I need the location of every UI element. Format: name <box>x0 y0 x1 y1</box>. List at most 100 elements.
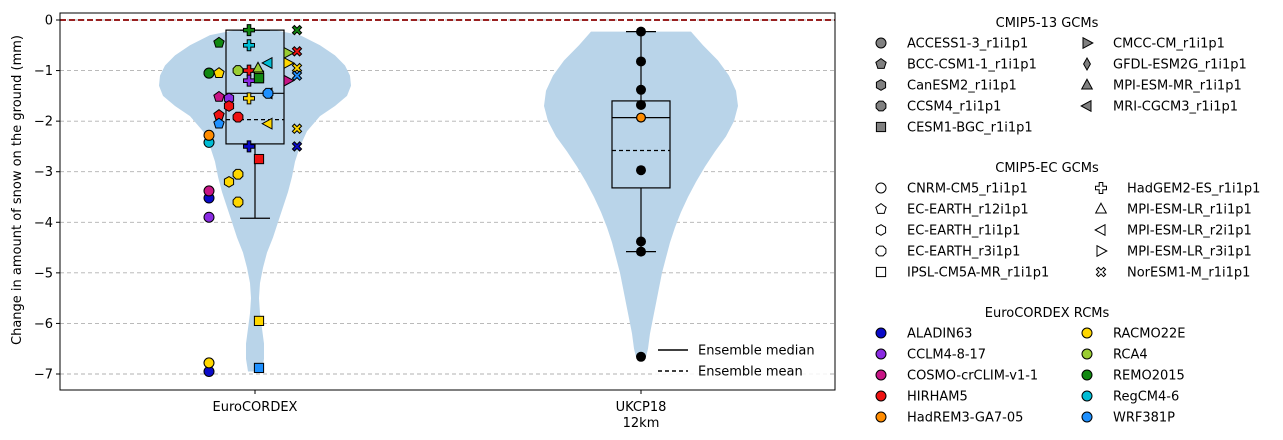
legend-gcm13-marker <box>875 37 887 49</box>
eurocordex-point <box>243 92 255 105</box>
eurocordex-point-shape <box>243 74 255 87</box>
legend-gcmec: CMIP5-EC GCMs CNRM-CM5_r1i1p1 EC-EARTH_r12… <box>875 161 1260 281</box>
legend-rcm-marker <box>1081 348 1093 360</box>
eurocordex-point-shape <box>232 65 244 76</box>
eurocordex-point-shape <box>203 211 215 223</box>
axes-frame <box>59 12 836 391</box>
legend-gcm13-title: CMIP5-13 GCMs <box>996 16 1099 31</box>
eurocordex-point-shape <box>291 70 303 81</box>
legend-gcmec-marker-shape <box>1095 266 1107 278</box>
legend-gcm13-marker-shape <box>875 57 887 69</box>
eurocordex-point-shape <box>232 196 244 208</box>
legend-gcm13-label: GFDL-ESM2G_r1i1p1 <box>1113 58 1247 73</box>
legend-rcm-label: RCA4 <box>1113 348 1148 363</box>
legend-gcm13-label: CMCC-CM_r1i1p1 <box>1113 37 1225 52</box>
eurocordex-point-shape <box>203 67 215 79</box>
legend-gcmec-marker-shape <box>1096 244 1108 258</box>
ukcp18-point <box>636 351 646 362</box>
legend-gcmec-marker <box>875 182 887 194</box>
eurocordex-point <box>253 73 265 84</box>
ensemble-legend-box <box>652 337 830 382</box>
ukcp18-highlight-point <box>636 112 646 123</box>
eurocordex-point-shape <box>223 175 235 188</box>
eurocordex-point <box>243 24 255 37</box>
legend-gcm13-marker <box>875 100 887 112</box>
y-tick-label: −2 <box>34 115 53 130</box>
legend-gcmec-label: HadGEM2-ES_r1i1p1 <box>1127 182 1260 197</box>
y-tick-label: −6 <box>34 317 53 332</box>
legend-gcmec-label: EC-EARTH_r1i1p1 <box>907 224 1020 239</box>
legend-rcm-marker-shape <box>1081 327 1093 339</box>
y-tick-label: −7 <box>34 368 53 383</box>
eurocordex-point <box>243 39 255 52</box>
legend-rcm-marker-shape <box>1081 390 1093 402</box>
legend-rcm-marker-shape <box>875 348 887 360</box>
legend-gcmec-label: EC-EARTH_r12i1p1 <box>907 203 1029 218</box>
ukcp18-point <box>636 236 646 247</box>
legend-rcm-marker <box>875 369 887 381</box>
eurocordex-point <box>251 61 265 73</box>
y-tick-label: −1 <box>34 64 53 79</box>
eurocordex-point <box>291 123 303 135</box>
legend-gcm13: CMIP5-13 GCMs ACCESS1-3_r1i1p1 BCC-CSM1-1_… <box>875 16 1247 136</box>
eurocordex-point <box>223 100 235 112</box>
legend-gcm13-label: MRI-CGCM3_r1i1p1 <box>1113 100 1238 115</box>
eurocordex-point-shape <box>213 117 225 129</box>
legend-gcmec-label: EC-EARTH_r3i1p1 <box>907 245 1020 260</box>
legend-gcm13-marker <box>875 121 887 133</box>
legend-rcm-marker-shape <box>1081 411 1093 423</box>
legend-gcmec-marker-shape <box>875 245 887 257</box>
legend-rcm-marker-shape <box>875 327 887 339</box>
legend-gcm13-marker-shape <box>875 121 887 133</box>
eurocordex-point-shape <box>232 168 244 180</box>
eurocordex-point-shape <box>253 153 265 165</box>
eurocordex-point-shape <box>291 123 303 135</box>
legend-area: CMIP5-13 GCMs ACCESS1-3_r1i1p1 BCC-CSM1-1_… <box>875 16 1260 426</box>
legend-rcm-marker <box>875 348 887 360</box>
ukcp18-point <box>636 56 646 67</box>
legend-rcm-label: CCLM4-8-17 <box>907 348 986 363</box>
eurocordex-point-shape <box>261 56 273 70</box>
eurocordex-point <box>291 24 303 36</box>
eurocordex-point <box>243 74 255 87</box>
legend-rcm: EuroCORDEX RCMs ALADIN63 CCLM4-8-17 COSMO-c… <box>875 306 1185 426</box>
eurocordex-point <box>291 70 303 81</box>
ukcp18-point <box>636 165 646 176</box>
legend-gcmec-marker <box>875 224 887 236</box>
eurocordex-point-shape <box>243 24 255 37</box>
legend-gcmec-marker-shape <box>1094 202 1108 214</box>
eurocordex-point <box>213 117 225 129</box>
legend-rcm-marker-shape <box>875 411 887 423</box>
eurocordex-point <box>262 87 274 99</box>
legend-gcmec-marker-shape <box>875 266 887 278</box>
eurocordex-point <box>203 185 215 197</box>
legend-gcmec-marker-shape <box>1095 182 1107 194</box>
legend-gcm13-label: ACCESS1-3_r1i1p1 <box>907 37 1028 52</box>
legend-gcmec-marker <box>1095 182 1107 194</box>
legend-gcm13-marker <box>1080 99 1092 113</box>
x-tick-sublabel: 12km <box>623 416 660 431</box>
legend-rcm-label: COSMO-crCLIM-v1-1 <box>907 369 1038 384</box>
legend-rcm-label: REMO2015 <box>1113 369 1185 384</box>
legend-rcm-label: RegCM4-6 <box>1113 390 1179 405</box>
eurocordex-point <box>232 196 244 208</box>
eurocordex-point <box>283 46 295 60</box>
legend-gcmec-marker <box>1096 244 1108 258</box>
legend-gcm13-label: MPI-ESM-MR_r1i1p1 <box>1113 79 1242 94</box>
legend-rcm-marker <box>1081 390 1093 402</box>
ukcp18-point <box>636 99 646 110</box>
eurocordex-point-shape <box>283 74 295 87</box>
eurocordex-point-shape <box>253 73 265 84</box>
eurocordex-point-shape <box>283 56 295 70</box>
legend-gcmec-label: IPSL-CM5A-MR_r1i1p1 <box>907 266 1049 281</box>
eurocordex-point-shape <box>291 46 303 57</box>
legend-gcm13-marker-shape <box>1080 99 1092 113</box>
legend-gcmec-marker-shape <box>875 224 887 236</box>
legend-rcm-label: HadREM3-GA7-05 <box>907 411 1023 426</box>
legend-rcm-marker-shape <box>875 369 887 381</box>
legend-gcm13-marker-shape <box>1082 36 1094 50</box>
legend-gcm13-marker-shape <box>875 100 887 112</box>
legend-gcmec-marker <box>875 245 887 257</box>
